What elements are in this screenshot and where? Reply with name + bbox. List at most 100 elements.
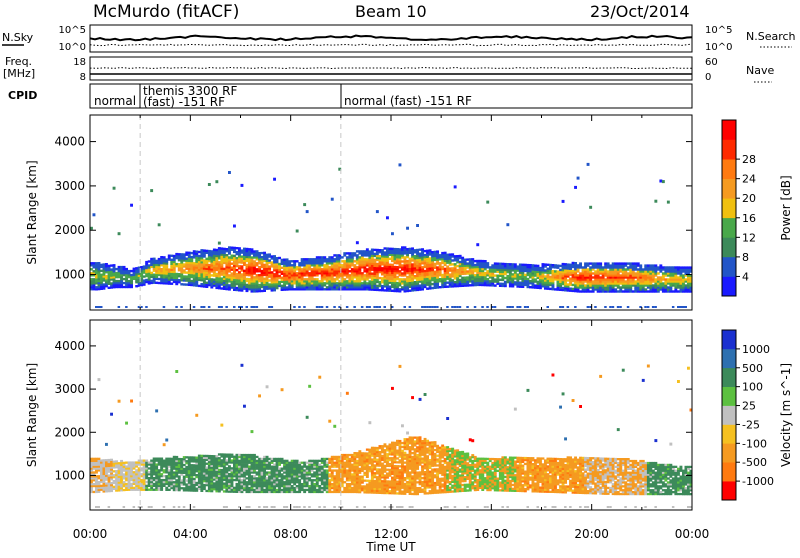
power-low-cell [426, 306, 429, 308]
power-cell [399, 270, 402, 272]
power-scatter-cell [296, 230, 299, 233]
nsky-panel: N.Sky 10^5 10^0 10^5 10^0 N.Search [2, 25, 796, 53]
velocity-cell [193, 468, 196, 470]
power-low-cell [677, 306, 680, 308]
power-cell [687, 266, 690, 268]
power-cell [654, 278, 657, 280]
velocity-cell [251, 458, 254, 460]
power-low-cell [559, 306, 562, 308]
power-cell [373, 259, 376, 261]
power-low-cell [253, 306, 256, 308]
power-cell [225, 254, 228, 256]
velocity-cell [113, 461, 116, 463]
power-cell [404, 278, 407, 280]
velocity-cell [133, 471, 136, 473]
power-cell [205, 282, 208, 284]
power-low-cell [446, 306, 449, 308]
power-cell [404, 256, 407, 258]
velocity-cell [281, 477, 284, 479]
velocity-cell [246, 458, 249, 460]
velocity-cell [286, 471, 289, 473]
power-low-cell [125, 306, 128, 308]
velocity-cell [160, 458, 163, 460]
power-low-cell [672, 306, 675, 308]
power-cell [93, 278, 96, 280]
power-cell [353, 280, 356, 282]
velocity-cell [210, 490, 213, 492]
power-cell [253, 260, 256, 262]
velocity-cell [145, 460, 148, 462]
power-cell [185, 258, 188, 260]
power-low-cell [208, 306, 211, 308]
power-cell [592, 276, 595, 278]
power-cell [246, 278, 249, 280]
power-cell [293, 260, 296, 262]
velocity-cell [198, 457, 201, 459]
power-cell [504, 277, 507, 279]
power-scatter-cell [118, 232, 121, 235]
velocity-cell [173, 489, 176, 491]
velocity-cell [203, 478, 206, 480]
power-cell [509, 263, 512, 265]
velocity-cell [183, 456, 186, 458]
power-cell [273, 255, 276, 257]
velocity-cell [170, 458, 173, 460]
velocity-cell [208, 484, 211, 486]
velocity-cell [220, 465, 223, 467]
velocity-cell [215, 471, 218, 473]
freq-tick-low: 8 [80, 72, 86, 83]
power-cell [311, 258, 314, 260]
power-cell [123, 278, 126, 280]
power-cell [396, 266, 399, 268]
velocity-cell [123, 489, 126, 491]
velocity-cell [198, 466, 201, 468]
power-cell [527, 264, 530, 266]
velocity-cell [188, 487, 191, 489]
power-cell [110, 268, 113, 270]
velocity-cell [193, 486, 196, 488]
power-cell [634, 272, 637, 274]
velocity-cell [113, 474, 116, 476]
velocity-cell [103, 488, 106, 490]
power-cell [130, 270, 133, 272]
velocity-cell [138, 487, 141, 489]
velocity-cell [143, 473, 146, 475]
velocity-cell [223, 490, 226, 492]
power-cell [469, 284, 472, 286]
velocity-cell [248, 477, 251, 479]
velocity-cell [133, 467, 136, 469]
power-cell [220, 287, 223, 289]
velocity-cell [148, 461, 151, 463]
power-cell [238, 265, 241, 267]
nsky-series [90, 36, 692, 41]
velocity-cell [263, 489, 266, 491]
power-cell [379, 277, 382, 279]
power-cell [439, 262, 442, 264]
power-cell [313, 278, 316, 280]
power-low-cell [680, 306, 683, 308]
power-low-cell [316, 306, 319, 308]
power-cell [589, 262, 592, 264]
velocity-cell [286, 485, 289, 487]
power-cell [644, 264, 647, 266]
velocity-cell [148, 471, 151, 473]
power-cell [190, 252, 193, 254]
cpid-segment-fast: (fast) -151 RF [143, 95, 225, 109]
velocity-cell [193, 482, 196, 484]
power-cell [333, 254, 336, 256]
power-cell [160, 268, 163, 270]
velocity-cell [155, 477, 158, 479]
velocity-cell [263, 468, 266, 470]
power-cell [486, 270, 489, 272]
power-cell [128, 280, 131, 282]
velocity-cell [241, 485, 244, 487]
velocity-scatter-cell [110, 413, 113, 416]
power-scatter-cell [399, 163, 402, 166]
power-cell [331, 256, 334, 258]
velocity-cell [210, 459, 213, 461]
velocity-cell [288, 481, 291, 483]
power-low-cell [218, 306, 221, 308]
power-cell [632, 290, 635, 292]
velocity-scatter-cell [163, 443, 166, 446]
velocity-cell [98, 489, 101, 491]
